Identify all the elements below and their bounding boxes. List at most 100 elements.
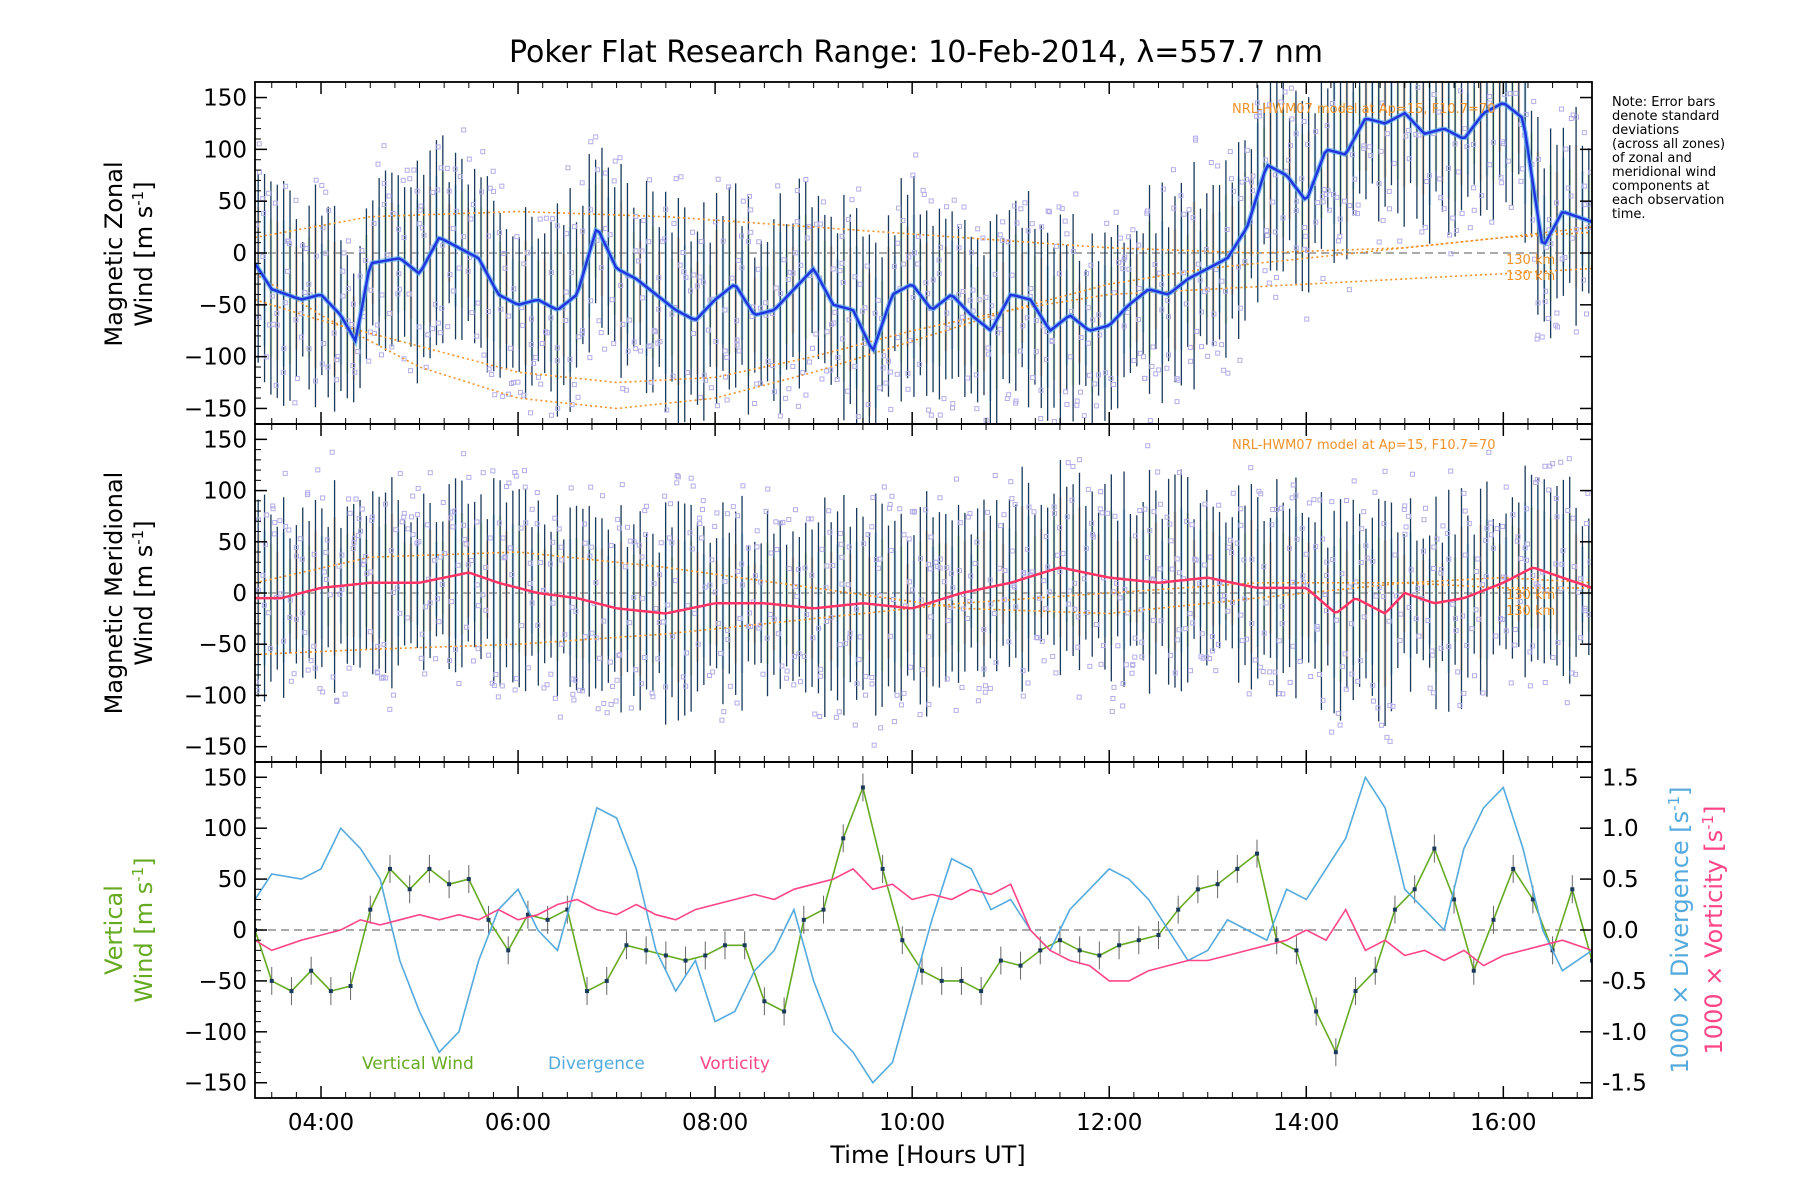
zonal-scatter-point: [713, 338, 719, 344]
zonal-scatter-point: [1267, 102, 1273, 108]
meridional-scatter-point: [288, 678, 294, 684]
zonal-scatter-point: [298, 334, 304, 340]
zonal-scatter-point: [492, 392, 498, 398]
zonal-scatter-point: [720, 238, 726, 244]
zonal-scatter-point: [1406, 156, 1412, 162]
meridional-scatter-point: [1176, 469, 1182, 475]
meridional-scatter-point: [404, 615, 410, 621]
meridional-scatter-point: [1488, 520, 1494, 526]
zonal-scatter-point: [708, 385, 714, 391]
meridional-scatter-point: [1258, 491, 1264, 497]
vertical-wind-point: [1452, 897, 1457, 902]
meridional-scatter-point: [466, 474, 472, 480]
meridional-scatter-point: [552, 695, 558, 701]
meridional-scatter-point: [453, 646, 459, 652]
zonal-scatter-point: [794, 187, 800, 193]
meridional-scatter-point: [1466, 521, 1472, 527]
zonal-scatter-point: [303, 246, 309, 252]
zonal-scatter-point: [1384, 131, 1390, 137]
zonal-scatter-point: [470, 202, 476, 208]
zonal-scatter-point: [319, 183, 325, 189]
meridional-scatter-point: [1339, 571, 1345, 577]
zonal-scatter-point: [1349, 152, 1355, 158]
zonal-scatter-point: [620, 321, 626, 327]
zonal-scatter-point: [1502, 92, 1508, 98]
zonal-scatter-point: [1586, 201, 1592, 207]
zonal-scatter-point: [803, 392, 809, 398]
zonal-scatter-point: [457, 174, 463, 180]
zonal-scatter-point: [1563, 146, 1569, 152]
zonal-scatter-point: [563, 289, 569, 295]
zonal-scatter-point: [1580, 277, 1586, 283]
meridional-scatter-point: [802, 565, 808, 571]
zonal-scatter-point: [1242, 259, 1248, 265]
zonal-scatter-point: [992, 271, 998, 277]
meridional-scatter-point: [461, 522, 467, 528]
meridional-scatter-point: [918, 597, 924, 603]
zonal-scatter-point: [883, 380, 889, 386]
zonal-scatter-point: [531, 360, 537, 366]
zonal-scatter-point: [804, 235, 810, 241]
zonal-scatter-point: [752, 400, 758, 406]
zonal-scatter-point: [1096, 312, 1102, 318]
zonal-scatter-point: [961, 204, 967, 210]
meridional-scatter-point: [712, 589, 718, 595]
zonal-scatter-point: [1166, 352, 1172, 358]
zonal-scatter-point: [401, 356, 407, 362]
zonal-scatter-point: [834, 377, 840, 383]
zonal-scatter-point: [612, 158, 618, 164]
meridional-scatter-point: [975, 698, 981, 704]
zonal-scatter-point: [681, 269, 687, 275]
meridional-scatter-point: [350, 546, 356, 552]
zonal-scatter-point: [1096, 372, 1102, 378]
vertical-wind-point: [407, 887, 412, 892]
zonal-scatter-point: [357, 273, 363, 279]
zonal-scatter-point: [1256, 110, 1262, 116]
zonal-scatter-point: [837, 268, 843, 274]
zonal-scatter-point: [1000, 219, 1006, 225]
zonal-scatter-point: [840, 279, 846, 285]
meridional-scatter-point: [1057, 569, 1063, 575]
zonal-scatter-point: [1500, 141, 1506, 147]
zonal-scatter-point: [1280, 215, 1286, 221]
meridional-scatter-point: [1517, 598, 1523, 604]
zonal-scatter-point: [400, 177, 406, 183]
meridional-scatter-point: [917, 712, 923, 718]
zonal-scatter-point: [1299, 176, 1305, 182]
meridional-scatter-point: [658, 540, 664, 546]
meridional-scatter-point: [1201, 562, 1207, 568]
zonal-scatter-point: [1542, 298, 1548, 304]
zonal-scatter-point: [280, 369, 286, 375]
vertical-wind-point: [466, 877, 471, 882]
zonal-scatter-point: [786, 386, 792, 392]
meridional-scatter-point: [1500, 574, 1506, 580]
zonal-scatter-point: [1176, 377, 1182, 383]
zonal-scatter-point: [1225, 370, 1231, 376]
zonal-scatter-point: [729, 275, 735, 281]
meridional-scatter-point: [1158, 618, 1164, 624]
zonal-scatter-point: [1186, 207, 1192, 213]
meridional-scatter-point: [320, 689, 326, 695]
meridional-scatter-point: [1020, 668, 1026, 674]
zonal-scatter-point: [846, 317, 852, 323]
meridional-scatter-point: [1409, 471, 1415, 477]
zonal-scatter-point: [1386, 206, 1392, 212]
vertical-wind-point: [1156, 933, 1161, 938]
meridional-scatter-point: [1041, 578, 1047, 584]
zonal-scatter-point: [1453, 227, 1459, 233]
meridional-scatter-point: [727, 683, 733, 689]
meridional-scatter-point: [502, 554, 508, 560]
meridional-scatter-point: [974, 539, 980, 545]
meridional-scatter-point: [639, 554, 645, 560]
zonal-scatter-point: [1038, 416, 1044, 422]
vertical-wind-point: [782, 1009, 787, 1014]
zonal-scatter-point: [487, 185, 493, 191]
meridional-scatter-point: [1585, 490, 1591, 496]
zonal-scatter-point: [273, 382, 279, 388]
meridional-scatter-point: [1353, 579, 1359, 585]
zonal-scatter-point: [1293, 131, 1299, 137]
meridional-scatter-point: [640, 595, 646, 601]
vertical-wind-point: [722, 943, 727, 948]
meridional-scatter-point: [1361, 614, 1367, 620]
zonal-scatter-point: [832, 309, 838, 315]
